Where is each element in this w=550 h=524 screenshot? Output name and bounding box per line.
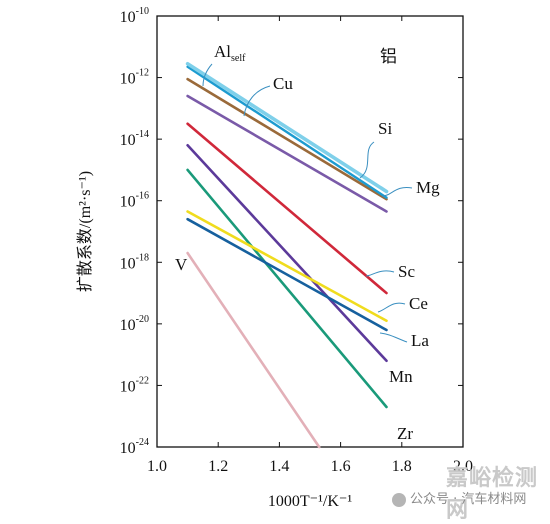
y-tick-label: 10-18: [120, 252, 149, 272]
y-tick-base: 10: [120, 132, 136, 149]
series-line-cu: [186, 94, 388, 213]
labels: Alself Cu Si Mg Sc Ce La Mn Zr V: [175, 42, 440, 443]
series-label-ce: Ce: [409, 294, 428, 313]
x-tick-label: 1.0: [147, 458, 167, 475]
series-label-name: La: [411, 331, 429, 350]
series-label-zr: Zr: [397, 424, 413, 443]
y-tick-exponent: -10: [136, 6, 149, 17]
series-line-mn: [186, 144, 388, 363]
x-tick-label: 1.6: [331, 458, 351, 475]
y-tick-exponent: -24: [136, 437, 149, 448]
watermark-site: 嘉峪检测网: [446, 466, 539, 523]
series-line-mg: [186, 65, 388, 199]
series-layer: [185, 61, 389, 449]
y-tick-base: 10: [120, 255, 136, 272]
series-line-sc: [186, 122, 388, 295]
leader-line-cu: [243, 85, 271, 117]
series-line-al: [186, 77, 388, 201]
series-label-name: Sc: [398, 262, 415, 281]
chart-title: 铝: [380, 47, 397, 67]
leader-line-al: [202, 63, 213, 87]
leader-line-la: [379, 332, 408, 343]
series-label-name: V: [175, 255, 188, 274]
y-tick-base: 10: [120, 440, 136, 457]
series-line-zr: [186, 168, 388, 409]
leader-line-sc: [365, 270, 395, 277]
y-tick-label: 10-24: [120, 437, 149, 457]
series-label-name: Al: [214, 42, 231, 61]
y-tick-label: 10-14: [120, 129, 149, 149]
series-label-mn: Mn: [389, 367, 413, 386]
y-tick-exponent: -22: [136, 375, 149, 386]
series-label-sc: Sc: [398, 262, 415, 281]
series-label-name: Mg: [416, 178, 440, 197]
x-tick-label: 1.4: [269, 458, 289, 475]
series-line-ce: [186, 210, 388, 323]
plot-frame: [156, 15, 464, 448]
y-axis-title: 扩散系数/(m²·s⁻¹): [76, 171, 94, 292]
series-line-v: [186, 251, 321, 449]
y-tick-exponent: -20: [136, 314, 149, 325]
y-tick-base: 10: [120, 378, 136, 395]
x-axis-title: 1000T⁻¹/K⁻¹: [268, 493, 352, 510]
y-tick-label: 10-22: [120, 375, 149, 395]
series-label-subscript: self: [231, 53, 246, 64]
series-line-la: [186, 217, 388, 332]
watermark-account-text: 公众号 · 汽车材料网: [410, 492, 527, 507]
x-tick-label: 2.0: [453, 458, 473, 475]
y-tick-label: 10-10: [120, 6, 149, 26]
leader-line-mg: [381, 186, 413, 197]
series-label-name: Mn: [389, 367, 413, 386]
series-label-name: Zr: [397, 424, 413, 443]
wechat-icon: [392, 492, 406, 507]
series-line-si: [185, 61, 389, 194]
leader-line-ce: [377, 302, 406, 313]
y-tick-exponent: -14: [136, 129, 149, 140]
leader-line-si: [359, 141, 375, 179]
y-tick-base: 10: [120, 9, 136, 26]
axes: 1.0 1.2 1.4 1.6 1.8 2.010-1010-1210-1410-1610…: [76, 6, 473, 510]
series-label-al: Alself: [214, 42, 246, 64]
y-tick-exponent: -16: [136, 191, 149, 202]
series-label-v: V: [175, 255, 188, 274]
y-tick-base: 10: [120, 71, 136, 88]
x-tick-label: 1.8: [392, 458, 412, 475]
y-tick-exponent: -12: [136, 68, 149, 79]
y-tick-base: 10: [120, 317, 136, 334]
series-label-la: La: [411, 331, 429, 350]
x-tick-label: 1.2: [208, 458, 228, 475]
watermark-account: 公众号 · 汽车材料网: [392, 488, 526, 507]
series-label-si: Si: [378, 119, 392, 138]
series-label-cu: Cu: [273, 74, 293, 93]
series-label-name: Ce: [409, 294, 428, 313]
annotations: [202, 63, 413, 343]
y-tick-label: 10-20: [120, 314, 149, 334]
y-tick-label: 10-16: [120, 191, 149, 211]
series-label-mg: Mg: [416, 178, 440, 197]
y-tick-base: 10: [120, 194, 136, 211]
y-tick-exponent: -18: [136, 252, 149, 263]
series-label-name: Cu: [273, 74, 293, 93]
series-label-name: Si: [378, 119, 392, 138]
y-tick-label: 10-12: [120, 68, 149, 88]
